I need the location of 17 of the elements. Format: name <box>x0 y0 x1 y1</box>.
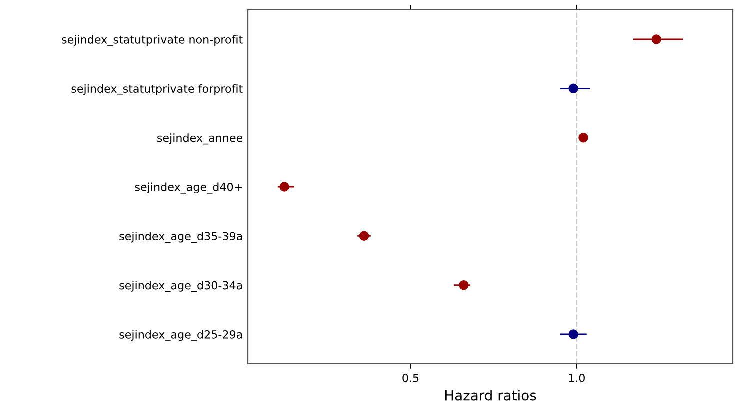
y-tick-label: sejindex_age_d30-34a <box>120 281 242 292</box>
point <box>280 182 290 192</box>
y-tick-label: sejindex_age_d35-39a <box>120 232 242 244</box>
point <box>568 330 578 340</box>
x-tick-label: 1.0 <box>569 374 585 382</box>
point <box>652 34 662 44</box>
point <box>568 84 578 94</box>
y-tick-label: sejindex_statutprivate non-profit <box>62 35 243 46</box>
point <box>459 280 469 290</box>
y-tick-label: sejindex_annee <box>158 134 243 145</box>
x-axis-title: Hazard ratios <box>446 390 536 401</box>
y-tick-label: sejindex_age_d25-29a <box>120 330 242 342</box>
point <box>578 132 588 143</box>
x-tick-label: 0.5 <box>402 374 419 382</box>
y-tick-label: sejindex_age_d40+ <box>135 182 242 194</box>
point <box>359 231 370 242</box>
y-tick-label: sejindex_statutprivate forprofit <box>72 84 243 96</box>
